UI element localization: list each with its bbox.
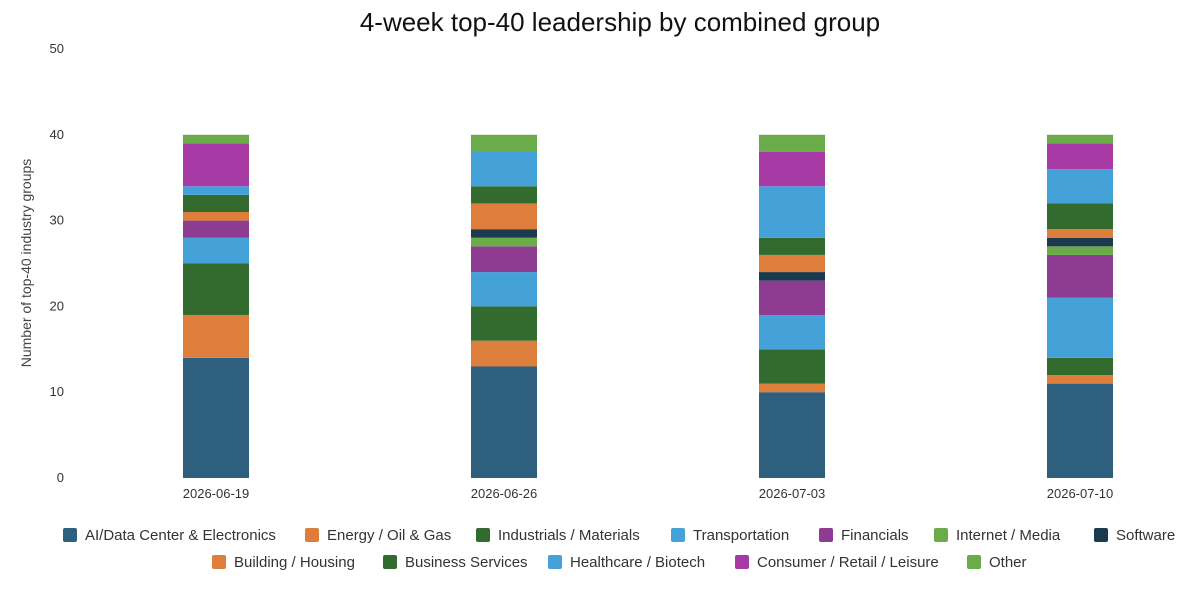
legend-item: Transportation [671,527,789,544]
bar-segment [759,186,825,238]
y-tick-label: 40 [50,127,64,142]
bar-segment [471,134,537,152]
legend-swatch [63,528,77,542]
legend-item: AI/Data Center & Electronics [63,527,276,544]
bar-segment [471,246,537,273]
legend-item: Other [967,554,1027,571]
bar-segment [183,143,249,187]
bar-segment [1047,237,1113,247]
legend-item: Building / Housing [212,554,355,571]
bar-segment [471,340,537,367]
legend-item: Energy / Oil & Gas [305,527,451,544]
legend-label: Business Services [405,554,528,571]
legend-swatch [476,528,490,542]
x-tick-label: 2026-07-03 [759,486,826,501]
legend-label: Industrials / Materials [498,527,640,544]
legend-label: AI/Data Center & Electronics [85,527,276,544]
bar-segment [471,306,537,341]
bar-segment [759,280,825,315]
bar-segment [471,186,537,204]
y-axis-ticks: 0 10 20 30 40 50 [50,41,64,485]
y-tick-label: 10 [50,384,64,399]
legend-swatch [671,528,685,542]
bar-segment [183,212,249,221]
legend-item: Business Services [383,554,528,571]
legend-swatch [383,555,397,569]
legend-item: Financials [819,527,909,544]
y-tick-label: 50 [50,41,64,56]
bar-segment [1047,383,1113,478]
bar-segment [759,392,825,478]
bar-segment [1047,143,1113,170]
legend-swatch [305,528,319,542]
legend: AI/Data Center & Electronics Energy / Oil… [63,527,1175,571]
bar-segment [183,186,249,195]
y-axis-label: Number of top-40 industry groups [18,159,34,368]
legend-item: Industrials / Materials [476,527,640,544]
legend-label: Healthcare / Biotech [570,554,705,571]
legend-swatch [735,555,749,569]
bar-segment [183,314,249,358]
legend-swatch [212,555,226,569]
bar-segment [183,194,249,213]
bar-segment [759,383,825,393]
legend-swatch [1094,528,1108,542]
legend-swatch [967,555,981,569]
legend-item: Software [1094,527,1175,544]
legend-label: Other [989,554,1027,571]
bars-group [183,134,1113,478]
bar-segment [1047,246,1113,255]
bar-segment [183,220,249,238]
bar-segment [759,237,825,255]
y-tick-label: 20 [50,298,64,313]
bar-segment [1047,254,1113,298]
bar-segment [471,203,537,230]
y-tick-label: 30 [50,213,64,228]
bar-segment [471,151,537,187]
bar-segment [1047,357,1113,376]
bar-segment [1047,229,1113,238]
legend-item: Consumer / Retail / Leisure [735,554,939,571]
legend-label: Transportation [693,527,789,544]
legend-swatch [934,528,948,542]
bar-segment [759,272,825,281]
bar-segment [183,357,249,478]
y-tick-label: 0 [57,470,64,485]
x-axis-ticks: 2026-06-19 2026-06-26 2026-07-03 2026-07-10 [183,486,1114,501]
legend-label: Financials [841,527,909,544]
chart-title: 4-week top-40 leadership by combined gro… [360,7,880,37]
bar-segment [1047,297,1113,358]
bar-segment [759,134,825,152]
legend-label: Energy / Oil & Gas [327,527,451,544]
bar-segment [759,254,825,273]
bar-segment [183,237,249,264]
x-tick-label: 2026-06-19 [183,486,250,501]
bar-segment [1047,169,1113,204]
bar-segment [759,151,825,187]
x-tick-label: 2026-07-10 [1047,486,1114,501]
bar-segment [1047,134,1113,144]
bar-segment [759,349,825,384]
bar-segment [471,237,537,247]
legend-label: Internet / Media [956,527,1061,544]
bar-segment [183,263,249,315]
bar-segment [1047,375,1113,384]
bar-segment [471,229,537,238]
legend-swatch [548,555,562,569]
legend-label: Building / Housing [234,554,355,571]
bar-segment [1047,203,1113,230]
bar-segment [183,134,249,144]
legend-swatch [819,528,833,542]
legend-item: Healthcare / Biotech [548,554,705,571]
legend-label: Software [1116,527,1175,544]
legend-label: Consumer / Retail / Leisure [757,554,939,571]
legend-item: Internet / Media [934,527,1061,544]
bar-segment [759,314,825,350]
bar-segment [471,366,537,478]
bar-segment [471,272,537,307]
x-tick-label: 2026-06-26 [471,486,538,501]
